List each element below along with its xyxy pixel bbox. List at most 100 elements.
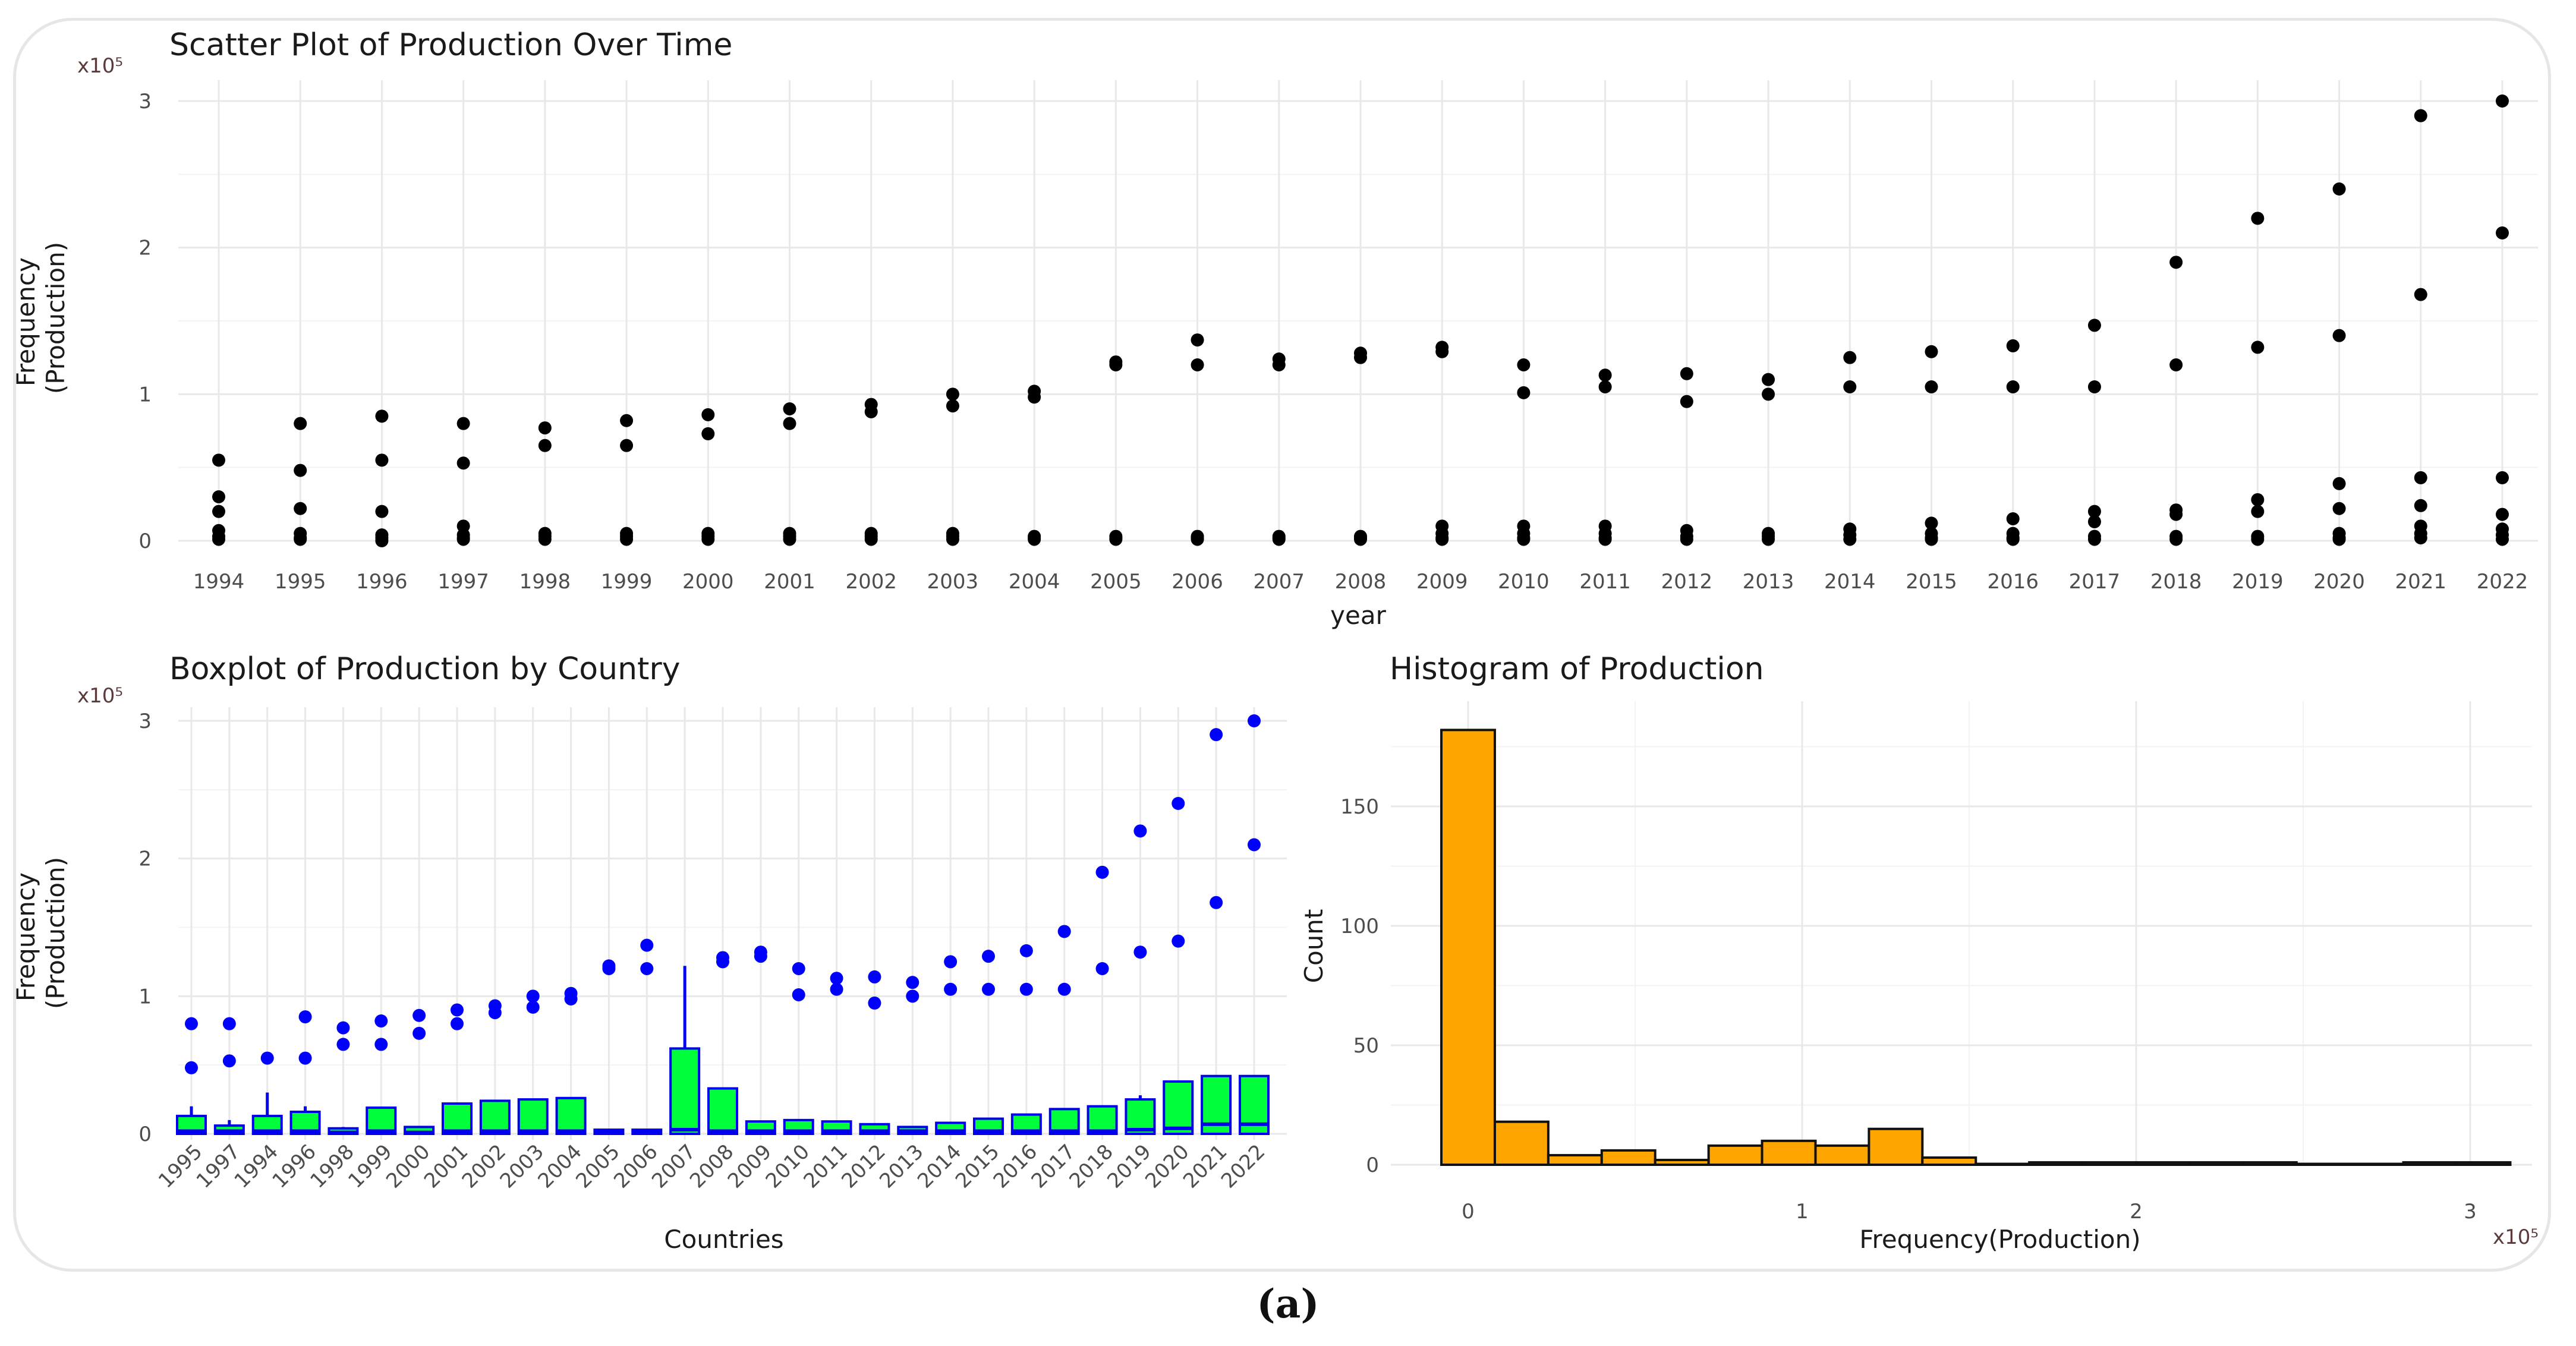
histogram-title: Histogram of Production [1390, 651, 1764, 687]
scatter-point [1028, 390, 1041, 404]
boxplot-outlier [298, 1010, 312, 1024]
boxplot-outlier [412, 1008, 426, 1022]
boxplot-outlier [185, 1017, 198, 1030]
scatter-point [2251, 493, 2265, 506]
scatter-x-tick-label: 2021 [2395, 570, 2447, 594]
boxplot-y-axis-title: Frequency (Production) [11, 857, 70, 1009]
histogram-bar [2188, 1161, 2244, 1166]
boxplot-outlier [298, 1051, 312, 1065]
scatter-y-tick-label: 0 [138, 529, 152, 553]
boxplot-outlier [640, 962, 654, 975]
boxplot-outlier [868, 996, 881, 1010]
boxplot-x-tick-label: 1995 [154, 1140, 207, 1193]
boxplot-outlier [944, 982, 958, 996]
scatter-point [2496, 471, 2509, 484]
boxplot-box [517, 1098, 549, 1136]
scatter-point [2332, 329, 2346, 342]
boxplot-outlier [982, 950, 995, 963]
scatter-point [1925, 345, 1938, 358]
scatter-point [701, 427, 715, 440]
scatter-point [2251, 341, 2265, 354]
scatter-x-tick-label: 1994 [193, 570, 245, 594]
scatter-point [538, 421, 552, 435]
scatter-chart: 0 1 2 3 1994 1995 1996 1997 1998 1999 2000 2001 2002… [138, 80, 2538, 594]
scatter-point [2169, 507, 2183, 521]
histogram-bar [1707, 1144, 1763, 1166]
scatter-point [2006, 532, 2020, 546]
boxplot-x-tick-label: 2004 [533, 1140, 586, 1193]
boxplot-y-tick-label: 1 [138, 985, 152, 1008]
scatter-point [2169, 256, 2183, 269]
scatter-point [620, 414, 634, 427]
scatter-y-tick-label: 1 [138, 383, 152, 406]
boxplot-outlier [1172, 934, 1185, 948]
scatter-point [1598, 380, 1612, 393]
boxplot-outlier [451, 1003, 464, 1017]
boxplot-x-tick-label: 2010 [761, 1140, 814, 1193]
boxplot-box [479, 1099, 511, 1136]
boxplot-title: Boxplot of Production by Country [169, 651, 681, 687]
scatter-point [1109, 358, 1123, 371]
boxplot-x-tick-label: 1999 [344, 1140, 396, 1193]
scatter-point [1191, 333, 1204, 347]
boxplot-outlier [792, 988, 805, 1002]
scatter-point [2496, 507, 2509, 521]
boxplot-outlier [982, 982, 995, 996]
histogram-bar [2455, 1161, 2512, 1166]
boxplot-x-tick-label: 2008 [685, 1140, 738, 1193]
scatter-point [212, 453, 225, 467]
scatter-point [1272, 358, 1286, 371]
scatter-point [1762, 387, 1775, 401]
scatter-point [946, 399, 959, 413]
scatter-x-tick-label: 2018 [2150, 570, 2202, 594]
scatter-point [783, 532, 796, 546]
boxplot-y-multiplier: x10⁵ [77, 684, 123, 708]
boxplot-outlier [716, 951, 729, 964]
scatter-x-tick-label: 2014 [1824, 570, 1876, 594]
boxplot-x-tick-label: 1997 [192, 1140, 245, 1193]
boxplot-box [669, 1047, 701, 1136]
scatter-x-tick-label: 2002 [845, 570, 897, 594]
scatter-point [1680, 395, 1693, 408]
figure-panel [13, 18, 2551, 1272]
histogram-y-tick-label: 150 [1340, 795, 1379, 819]
boxplot-outlier [1210, 896, 1223, 909]
scatter-point [456, 456, 470, 470]
histogram-x-tick-label: 0 [1462, 1200, 1475, 1224]
boxplot-x-tick-label: 2013 [875, 1140, 928, 1193]
boxplot-outlier [1133, 824, 1147, 838]
boxplot-outlier [412, 1026, 426, 1040]
scatter-y-axis-title-line1: Frequency [11, 257, 40, 386]
boxplot-outlier [336, 1021, 350, 1035]
histogram-bar [2402, 1161, 2458, 1166]
boxplot-y-tick-label: 3 [138, 710, 152, 733]
boxplot-outlier [185, 1061, 198, 1074]
scatter-point [946, 387, 959, 401]
scatter-x-tick-label: 2022 [2477, 570, 2528, 594]
scatter-x-tick-label: 1998 [519, 570, 571, 594]
histogram-chart: 0 1 2 3 0 50 100 150 [1340, 701, 2532, 1224]
boxplot-outlier [526, 1000, 540, 1014]
scatter-x-tick-label: 1999 [601, 570, 653, 594]
scatter-x-tick-label: 2008 [1335, 570, 1387, 594]
scatter-point [1925, 532, 1938, 546]
histogram-bar [1493, 1120, 1550, 1167]
scatter-point [2414, 499, 2427, 512]
boxplot-x-tick-label: 2002 [458, 1140, 511, 1193]
histogram-y-tick-label: 0 [1366, 1153, 1379, 1177]
histogram-bar [1761, 1139, 1817, 1167]
boxplot-outlier [1248, 838, 1261, 852]
boxplot-outlier [792, 962, 805, 975]
scatter-point [1435, 345, 1449, 358]
histogram-bar [1440, 729, 1496, 1166]
scatter-x-tick-label: 2007 [1254, 570, 1305, 594]
scatter-point [1598, 368, 1612, 382]
histogram-bar [1654, 1158, 1710, 1166]
boxplot-outlier [1210, 728, 1223, 742]
scatter-x-tick-label: 2011 [1579, 570, 1631, 594]
scatter-point [2251, 532, 2265, 546]
histogram-x-tick-label: 2 [2130, 1200, 2143, 1224]
boxplot-outlier [906, 976, 919, 989]
scatter-point [1354, 351, 1367, 364]
scatter-y-tick-label: 3 [138, 90, 152, 114]
